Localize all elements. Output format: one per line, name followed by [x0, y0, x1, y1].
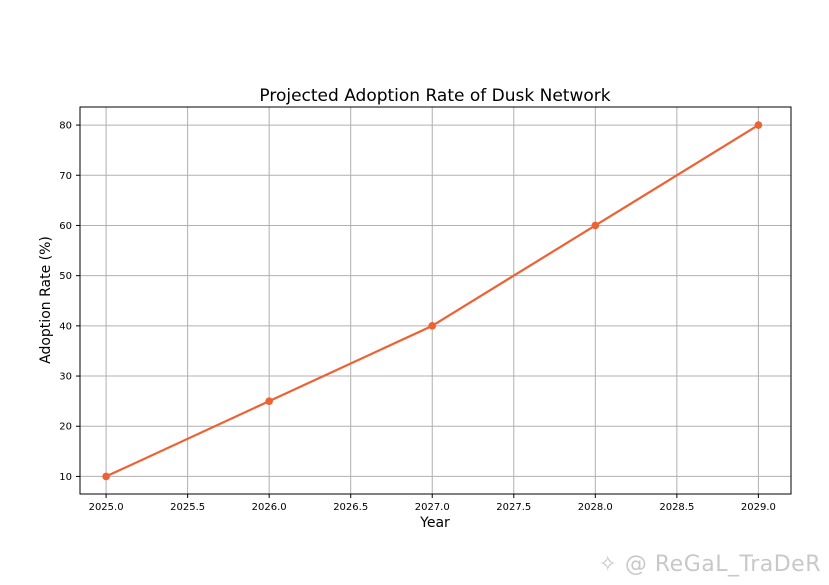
x-tick-label: 2027.0	[415, 502, 450, 513]
y-tick-label: 60	[59, 221, 72, 232]
watermark-text: @ ReGaL_TraDeR	[624, 552, 821, 577]
data-point	[102, 472, 110, 481]
data-series	[102, 121, 763, 481]
y-axis-ticks: 10 20 30 40 50 60 70 80	[59, 121, 80, 483]
x-tick-label: 2025.0	[89, 502, 124, 513]
x-axis-label: Year	[419, 515, 450, 531]
binance-square-icon: ✧	[598, 552, 618, 577]
data-point	[265, 397, 273, 405]
data-point	[428, 322, 437, 330]
grid-lines	[80, 107, 791, 494]
watermark: ✧ @ ReGaL_TraDeR	[598, 552, 821, 577]
x-tick-label: 2029.0	[741, 502, 776, 513]
y-tick-label: 10	[59, 472, 72, 483]
x-axis-ticks: 2025.0 2025.5 2026.0 2026.5 2027.0 2027.5 2028…	[89, 494, 776, 513]
y-tick-label: 30	[59, 372, 72, 383]
chart-title: Projected Adoption Rate of Dusk Network	[259, 86, 610, 106]
x-tick-label: 2026.0	[252, 502, 287, 513]
x-tick-label: 2028.0	[578, 502, 613, 513]
y-tick-label: 70	[59, 171, 72, 182]
x-tick-label: 2026.5	[333, 502, 368, 513]
y-tick-label: 50	[59, 271, 72, 282]
y-axis-label: Adoption Rate (%)	[38, 236, 54, 364]
x-tick-label: 2028.5	[659, 502, 694, 513]
data-point	[591, 221, 600, 230]
y-tick-label: 20	[59, 422, 72, 433]
y-tick-label: 80	[59, 121, 72, 132]
data-point	[754, 121, 763, 129]
x-tick-label: 2025.5	[170, 502, 205, 513]
x-tick-label: 2027.5	[496, 502, 531, 513]
y-tick-label: 40	[59, 321, 72, 332]
plot-frame	[79, 106, 792, 495]
